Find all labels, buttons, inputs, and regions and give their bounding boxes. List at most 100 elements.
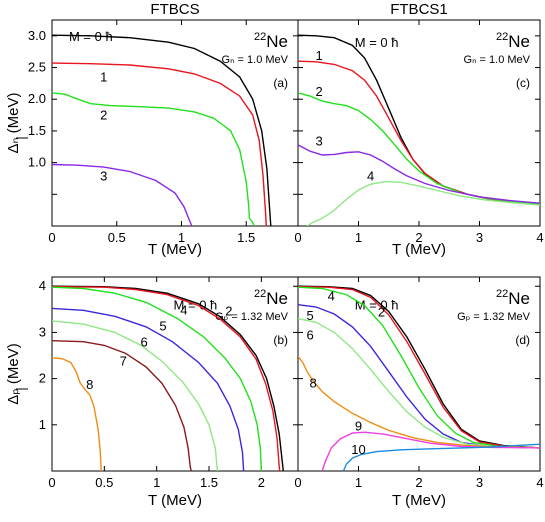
series-line <box>298 144 540 204</box>
x-tick-label: 1.5 <box>237 230 255 245</box>
nucleus-mass: 22 <box>496 288 508 300</box>
y-tick-label: 1.5 <box>28 123 46 138</box>
series-label: 4 <box>328 288 335 303</box>
series-label: 2 <box>378 305 385 320</box>
plot-frame <box>297 19 541 227</box>
plot-frame <box>297 276 541 472</box>
panel-label: (a) <box>273 76 288 90</box>
coupling-label: Gₙ = 1.0 MeV <box>464 54 531 66</box>
x-tick-label: 0 <box>48 230 55 245</box>
x-tick-label: 4 <box>536 475 543 490</box>
y-tick-label: 1 <box>39 417 46 432</box>
series-label: 3 <box>100 168 107 183</box>
series-label: 6 <box>141 335 148 350</box>
series-label: 4 <box>367 168 374 183</box>
series-line <box>52 357 102 471</box>
series-label: 2 <box>225 303 232 318</box>
series-line <box>52 34 272 226</box>
y-axis-label: Δₚ (MeV) <box>5 343 22 404</box>
x-axis-label: T (MeV) <box>148 241 202 258</box>
nucleus-symbol: Ne <box>266 32 288 51</box>
nucleus-symbol: Ne <box>508 32 530 51</box>
series-label: 8 <box>310 375 317 390</box>
series-line <box>52 92 255 226</box>
series-line <box>52 286 281 471</box>
series-label: 2 <box>100 107 107 122</box>
nucleus-symbol: Ne <box>508 289 530 308</box>
panel-b: 0 0.5 1 1.5 2 1 2 3 4 T (MeV) Δₚ (MeV) 22Ne Gₚ = 1.3… <box>5 276 299 509</box>
y-tick-label: 4 <box>39 278 46 293</box>
series-line <box>298 355 540 449</box>
x-tick-label: 1 <box>178 230 185 245</box>
series-line <box>52 285 284 471</box>
series-label: 1 <box>100 69 107 84</box>
series-line <box>298 317 540 449</box>
series-label: 8 <box>86 377 93 392</box>
series-label: 10 <box>351 442 365 457</box>
panel-title: FTBCS1 <box>390 1 448 18</box>
plot-frame <box>51 19 299 227</box>
x-axis-label: T (MeV) <box>148 492 202 509</box>
series-label: 4 <box>180 302 187 317</box>
series-label: 9 <box>355 419 362 434</box>
x-tick-label: 1 <box>355 230 362 245</box>
x-tick-label: 2 <box>415 475 422 490</box>
nucleus-label: 22Ne <box>254 31 288 51</box>
series-label: 7 <box>120 354 127 369</box>
x-tick-label: 3 <box>476 230 483 245</box>
y-axis-label: Δₙ (MeV) <box>5 92 22 153</box>
series-line <box>298 286 540 449</box>
x-tick-label: 0 <box>48 475 55 490</box>
series-label: M = 0 ħ <box>355 35 399 50</box>
series-line <box>298 285 540 449</box>
y-tick-label: 2 <box>39 371 46 386</box>
x-tick-label: 2 <box>415 230 422 245</box>
coupling-label: Gₙ = 1.0 MeV <box>222 54 289 66</box>
series-line <box>52 62 267 226</box>
nucleus-mass: 22 <box>496 31 508 43</box>
x-tick-label: 0.5 <box>95 475 113 490</box>
nucleus-label: 22Ne <box>254 288 288 308</box>
y-tick-label: 2.5 <box>28 60 46 75</box>
x-tick-label: 1 <box>355 475 362 490</box>
nucleus-mass: 22 <box>254 31 266 43</box>
x-tick-label: 3 <box>476 475 483 490</box>
y-tick-label: 1.0 <box>28 155 46 170</box>
x-tick-label: 2 <box>258 475 265 490</box>
series-label: 5 <box>306 308 313 323</box>
series-line <box>306 180 540 226</box>
nucleus-label: 22Ne <box>496 31 530 51</box>
x-tick-label: 0.5 <box>108 230 126 245</box>
y-tick-label: 2.0 <box>28 91 46 106</box>
series-line <box>298 286 540 449</box>
series-line <box>52 320 219 471</box>
series-label: M = 0 ħ <box>69 29 113 44</box>
panel-a: 0 0.5 1 1.5 1.0 1.5 2.0 2.5 3.0 FTBCS T (MeV) Δₙ (M… <box>5 1 299 258</box>
coupling-label: Gₚ = 1.32 MeV <box>215 311 289 323</box>
series-line <box>298 92 540 205</box>
series-line <box>52 307 245 471</box>
x-axis-label: T (MeV) <box>392 492 446 509</box>
x-axis-label: T (MeV) <box>392 241 446 258</box>
panel-title: FTBCS <box>150 1 199 18</box>
x-tick-label: 1 <box>153 475 160 490</box>
series-line <box>342 443 540 471</box>
series-line <box>52 340 192 471</box>
series-label: 3 <box>316 133 323 148</box>
series-line <box>52 286 263 471</box>
series-label: 1 <box>316 48 323 63</box>
x-tick-label: 1.5 <box>200 475 218 490</box>
nucleus-mass: 22 <box>254 288 266 300</box>
y-tick-label: 3.0 <box>28 28 46 43</box>
series-label: 2 <box>316 84 323 99</box>
nucleus-label: 22Ne <box>496 288 530 308</box>
series-line <box>298 60 540 205</box>
nucleus-symbol: Ne <box>266 289 288 308</box>
x-tick-label: 4 <box>536 230 543 245</box>
series-line <box>52 163 193 226</box>
x-tick-label: 0 <box>294 475 301 490</box>
series-line <box>321 431 540 471</box>
x-tick-label: 0 <box>294 230 301 245</box>
